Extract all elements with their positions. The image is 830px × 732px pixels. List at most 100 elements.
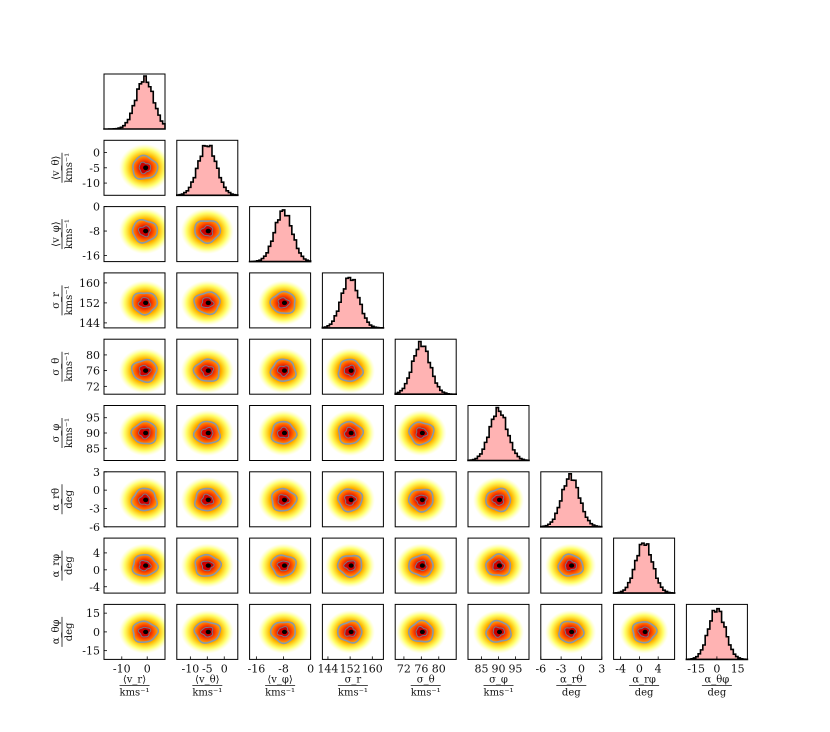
y-tick-label: -8 xyxy=(89,225,100,238)
panel-frame xyxy=(103,272,166,329)
contour-outer xyxy=(336,620,363,644)
density-peak xyxy=(205,430,211,436)
density-cloud xyxy=(325,409,376,457)
panel-frame xyxy=(394,405,457,461)
axis-label-symbol: σ_r xyxy=(345,674,362,685)
scatter-sigtheta-vs-athph: 72 76 80σ_θ kms⁻¹ xyxy=(394,603,457,698)
contour-outer xyxy=(193,291,221,316)
contour-outer xyxy=(485,487,512,513)
scatter-sigr-vs-arph xyxy=(321,537,384,594)
y-tick-label: 160 xyxy=(79,277,100,290)
scatter-vtheta-vs-sigtheta xyxy=(176,338,239,395)
scatter-arth-vs-arph xyxy=(540,537,603,594)
histogram-bars xyxy=(540,473,603,528)
contour-outer xyxy=(194,553,222,577)
scatter-vr-vs-arph: 4 0 -4 α_rφ deg xyxy=(51,537,166,594)
axis-label-unit: kms⁻¹ xyxy=(265,687,295,698)
panel-frame xyxy=(249,603,312,660)
density-cloud xyxy=(118,347,165,394)
histogram-sigtheta xyxy=(394,338,457,395)
x-axis-label: σ_r kms⁻¹ xyxy=(337,674,368,698)
density-peak xyxy=(205,368,211,373)
scatter-sigr-vs-sigtheta xyxy=(321,338,384,395)
density-cloud xyxy=(545,610,597,654)
density-cloud xyxy=(180,280,234,326)
panel-frame xyxy=(249,537,312,594)
density-peak xyxy=(569,563,575,568)
density-peak xyxy=(281,368,288,373)
y-axis-label: ⟨v_φ⟩ kms⁻¹ xyxy=(51,219,75,250)
scatter-sigphi-vs-arph xyxy=(467,537,530,594)
scatter-vphi-vs-arth xyxy=(249,471,312,528)
density-peak xyxy=(281,563,288,568)
histogram-arth xyxy=(540,471,603,528)
x-tick-label: -10 xyxy=(181,662,199,675)
contour-outer xyxy=(192,358,220,383)
density-peak xyxy=(205,563,211,568)
contour-outer xyxy=(270,420,298,445)
contour-outer xyxy=(407,619,434,643)
y-tick-label: 152 xyxy=(79,297,100,310)
contour-outer xyxy=(407,488,434,513)
y-tick-label: 76 xyxy=(86,365,100,378)
scatter-vphi-vs-sigtheta xyxy=(249,338,312,395)
x-tick-label: 0 xyxy=(578,662,585,675)
scatter-vr-vs-sigphi: 95 90 85 σ_φ kms⁻¹ xyxy=(51,405,166,461)
histogram-sigr xyxy=(321,272,385,329)
density-peak xyxy=(205,629,211,635)
panel-frame xyxy=(103,537,166,594)
density-cloud xyxy=(325,543,376,588)
panel-frame xyxy=(321,471,384,528)
axis-label-unit: deg xyxy=(562,687,581,698)
axis-label-symbol: σ_r xyxy=(51,292,62,309)
histogram-sigphi xyxy=(467,405,530,462)
y-tick-label: 4 xyxy=(93,547,100,560)
density-peak xyxy=(419,563,425,568)
x-tick-label: -15 xyxy=(687,662,705,675)
contour-outer xyxy=(130,487,159,512)
panel-frame xyxy=(467,405,530,461)
histogram-vr xyxy=(103,73,166,130)
contour-outer xyxy=(132,620,159,643)
histogram-vtheta xyxy=(176,139,239,197)
x-tick-label: 152 xyxy=(340,662,361,675)
axis-label-unit: deg xyxy=(635,687,654,698)
panel-frame xyxy=(249,338,312,395)
x-tick-label: 0 xyxy=(713,662,720,675)
axis-label-symbol: α_rφ xyxy=(632,674,656,685)
contour-outer xyxy=(194,220,222,245)
x-tick-label: -8 xyxy=(278,662,289,675)
axis-label-unit: kms⁻¹ xyxy=(64,352,75,382)
axis-label-unit: deg xyxy=(64,622,75,641)
panel-frame xyxy=(394,537,457,594)
histogram-bars xyxy=(176,144,239,197)
panel-frame xyxy=(103,471,166,528)
density-cloud xyxy=(118,208,165,255)
density-cloud xyxy=(180,476,234,523)
density-peak xyxy=(205,228,211,234)
scatter-vphi-vs-sigr xyxy=(249,272,312,329)
contour-outer xyxy=(130,420,157,445)
contour-outer xyxy=(269,621,296,645)
scatter-vphi-vs-arph xyxy=(249,537,312,594)
x-tick-label: 15 xyxy=(731,662,745,675)
panel-frame xyxy=(613,537,676,594)
contour-outer xyxy=(193,620,222,644)
x-tick-label: 0 xyxy=(636,662,643,675)
scatter-sigphi-vs-athph: 85 90 95σ_φ kms⁻¹ xyxy=(467,603,530,698)
axis-label-symbol: ⟨v_r⟩ xyxy=(123,674,146,685)
density-cloud xyxy=(257,347,310,394)
y-tick-label: 144 xyxy=(79,317,100,330)
x-tick-label: 3 xyxy=(598,662,605,675)
panel-frame xyxy=(176,537,239,594)
scatter-sigr-vs-arth xyxy=(321,471,384,528)
panel-frame xyxy=(613,603,676,660)
contour-outer xyxy=(631,621,658,644)
axis-label-unit: kms⁻¹ xyxy=(411,687,441,698)
panel-frame xyxy=(103,206,166,263)
panel-frame xyxy=(321,272,384,329)
